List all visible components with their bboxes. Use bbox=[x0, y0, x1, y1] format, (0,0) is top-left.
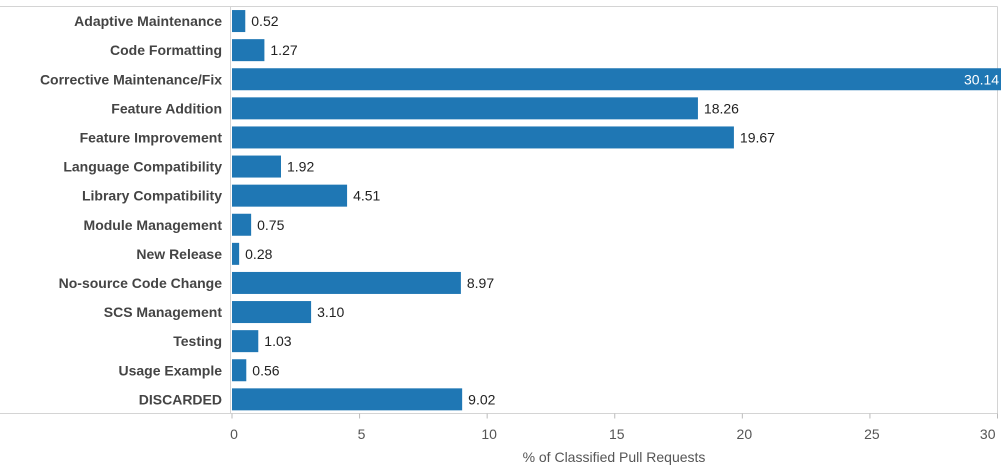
category-label-2: Corrective Maintenance/Fix bbox=[40, 71, 222, 87]
bar-6 bbox=[232, 184, 348, 207]
x-tick-label-2: 10 bbox=[481, 426, 497, 442]
bar-9 bbox=[232, 271, 461, 294]
category-label-6: Library Compatibility bbox=[82, 188, 222, 204]
value-label-5: 1.92 bbox=[287, 159, 314, 175]
x-tick-label-5: 25 bbox=[864, 426, 880, 442]
bar-3 bbox=[232, 97, 698, 120]
category-label-1: Code Formatting bbox=[110, 42, 222, 58]
category-label-8: New Release bbox=[136, 246, 222, 262]
x-tick-label-1: 5 bbox=[358, 426, 366, 442]
category-label-3: Feature Addition bbox=[111, 100, 222, 116]
category-label-5: Language Compatibility bbox=[63, 159, 222, 175]
category-label-4: Feature Improvement bbox=[80, 129, 223, 145]
x-tick-label-3: 15 bbox=[609, 426, 625, 442]
bar-12 bbox=[232, 359, 247, 382]
x-tick-label-4: 20 bbox=[737, 426, 753, 442]
x-axis: 0 5 10 15 20 25 30 bbox=[230, 413, 998, 442]
value-label-12: 0.56 bbox=[252, 362, 279, 378]
x-tick-label-0: 0 bbox=[230, 426, 238, 442]
value-label-13: 9.02 bbox=[468, 391, 495, 407]
value-label-0: 0.52 bbox=[251, 13, 278, 29]
bars-group bbox=[232, 10, 1001, 411]
category-label-11: Testing bbox=[173, 333, 222, 349]
bar-10 bbox=[232, 301, 312, 324]
x-axis-title: % of Classified Pull Requests bbox=[523, 449, 706, 465]
value-label-9: 8.97 bbox=[467, 275, 494, 291]
category-labels-group: Adaptive Maintenance Code Formatting Corre… bbox=[40, 13, 222, 407]
bar-0 bbox=[232, 10, 246, 33]
category-label-9: No-source Code Change bbox=[59, 275, 223, 291]
bar-8 bbox=[232, 242, 240, 265]
x-tick-label-6: 30 bbox=[980, 426, 996, 442]
value-label-8: 0.28 bbox=[245, 246, 272, 262]
value-label-11: 1.03 bbox=[264, 333, 291, 349]
bar-7 bbox=[232, 213, 252, 236]
value-label-2: 30.14 bbox=[964, 71, 999, 87]
bar-4 bbox=[232, 126, 734, 149]
value-label-4: 19.67 bbox=[740, 129, 775, 145]
category-label-12: Usage Example bbox=[119, 362, 223, 378]
bar-11 bbox=[232, 330, 259, 353]
bar-13 bbox=[232, 388, 463, 411]
category-label-7: Module Management bbox=[84, 217, 223, 233]
category-label-0: Adaptive Maintenance bbox=[74, 13, 222, 29]
value-label-1: 1.27 bbox=[270, 42, 297, 58]
value-label-10: 3.10 bbox=[317, 304, 344, 320]
bar-5 bbox=[232, 155, 281, 178]
bar-2 bbox=[232, 68, 1001, 91]
value-label-7: 0.75 bbox=[257, 217, 284, 233]
bar-1 bbox=[232, 39, 265, 62]
plot-frame bbox=[0, 6, 998, 414]
value-label-6: 4.51 bbox=[353, 188, 380, 204]
category-label-10: SCS Management bbox=[104, 304, 223, 320]
value-label-3: 18.26 bbox=[704, 100, 739, 116]
category-label-13: DISCARDED bbox=[139, 391, 222, 407]
